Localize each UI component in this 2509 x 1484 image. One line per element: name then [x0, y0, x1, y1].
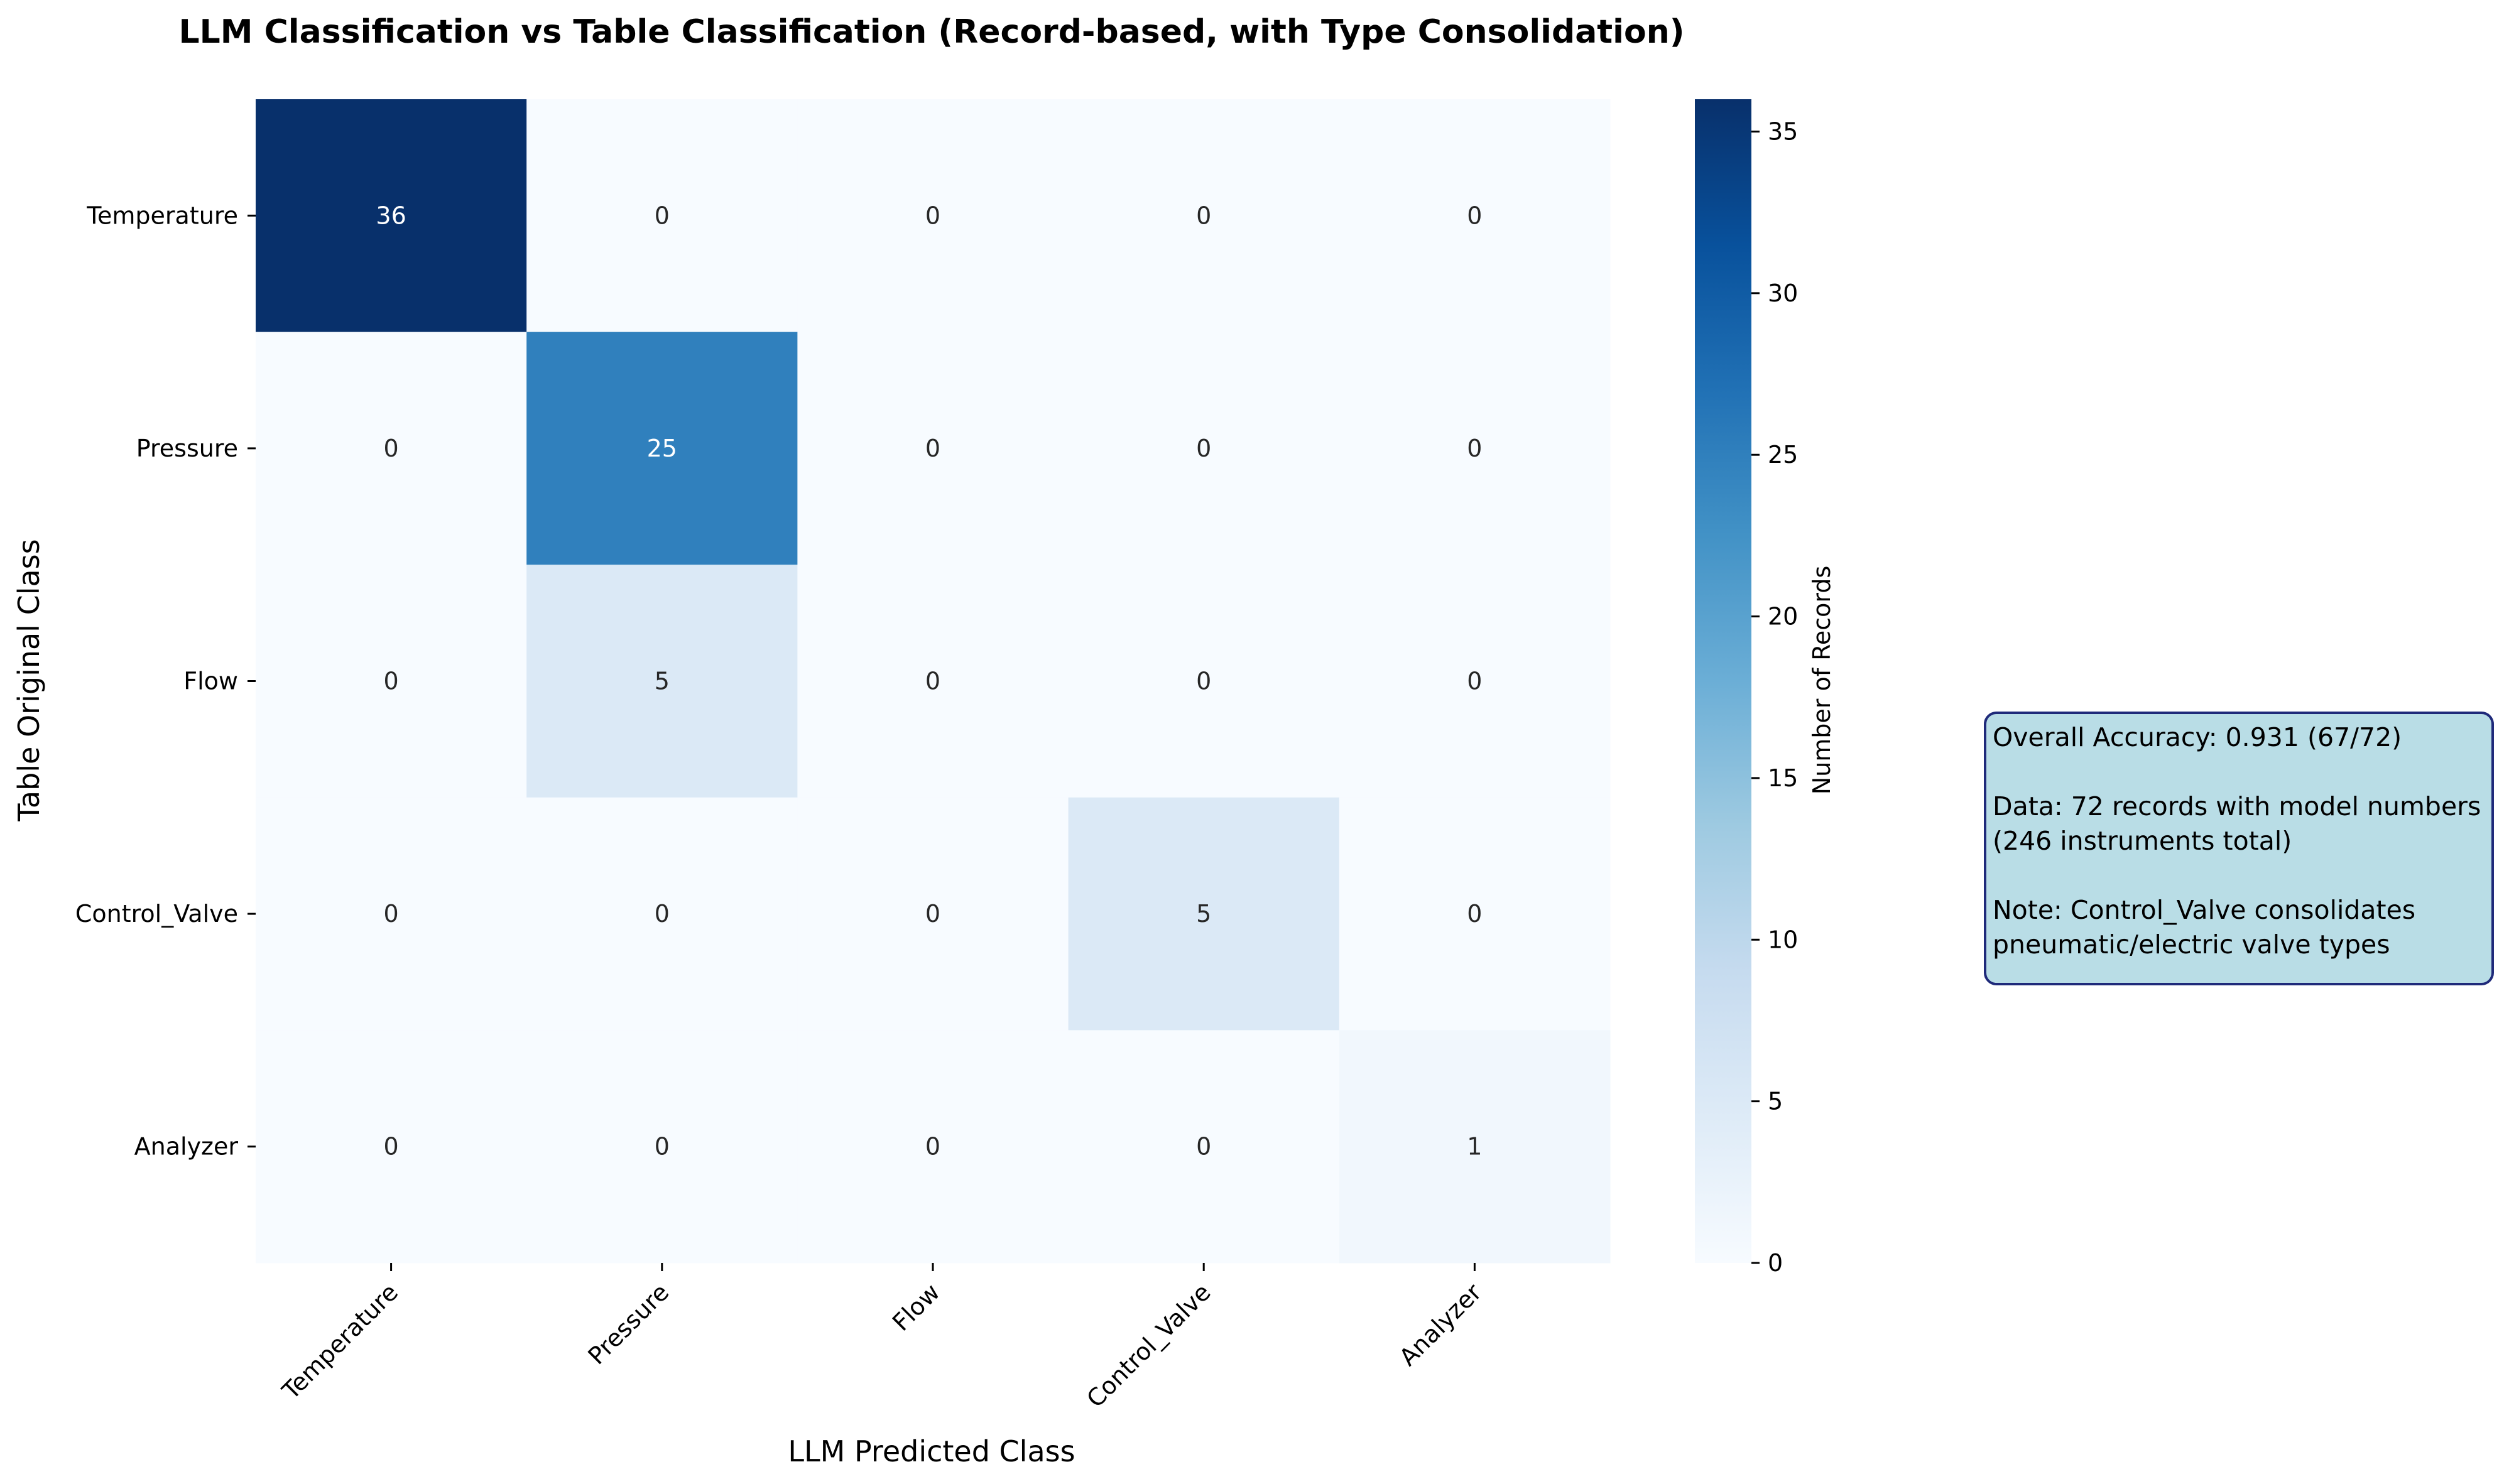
x-tick-label: Flow	[887, 1278, 945, 1336]
heatmap-cell	[797, 1030, 1069, 1264]
heatmap-cell	[797, 797, 1069, 1031]
y-axis-label: Table Original Class	[12, 539, 46, 821]
cell-value-label: 0	[384, 1133, 399, 1161]
heatmap-cell	[526, 332, 798, 565]
heatmap-cell	[1068, 99, 1340, 333]
heatmap-cell	[526, 99, 798, 333]
cell-value-label: 0	[1196, 435, 1211, 462]
cell-value-label: 0	[1467, 435, 1482, 462]
heatmap-cell	[526, 565, 798, 798]
heatmap-cell	[256, 565, 527, 798]
x-axis-label: LLM Predicted Class	[788, 1434, 1075, 1468]
x-tick-label: Pressure	[583, 1278, 675, 1370]
note-spacer	[1993, 858, 2491, 893]
cell-value-label: 0	[925, 1133, 940, 1161]
y-tick-label: Pressure	[136, 435, 238, 462]
cell-value-label: 0	[925, 202, 940, 229]
note-spacer	[1993, 755, 2491, 789]
accuracy-note-box: Overall Accuracy: 0.931 (67/72) Data: 72…	[1984, 712, 2494, 985]
colorbar-tick-label: 30	[1768, 279, 1798, 307]
cell-value-label: 5	[655, 668, 670, 695]
cell-value-label: 5	[1196, 900, 1211, 928]
colorbar-tick-label: 25	[1768, 441, 1798, 468]
note-data-line: (246 instruments total)	[1993, 826, 2292, 856]
cell-value-label: 0	[925, 435, 940, 462]
cell-value-label: 0	[1467, 900, 1482, 928]
cell-value-label: 0	[384, 435, 399, 462]
colorbar-label: Number of Records	[1808, 566, 1836, 795]
colorbar-tick-label: 5	[1768, 1088, 1783, 1115]
heatmap-cell	[797, 99, 1069, 333]
note-consolidation: pneumatic/electric valve types	[1993, 929, 2390, 960]
chart-title: LLM Classification vs Table Classificati…	[179, 13, 1685, 51]
y-tick-label: Flow	[183, 668, 238, 695]
y-tick-label: Temperature	[86, 202, 238, 229]
cell-value-label: 0	[655, 202, 670, 229]
cell-value-label: 0	[1467, 668, 1482, 695]
x-tick-label: Control_Valve	[1081, 1278, 1216, 1412]
heatmap-cell	[1068, 565, 1340, 798]
heatmap-cell	[1068, 797, 1340, 1031]
cell-value-label: 0	[925, 668, 940, 695]
x-tick-label: Analyzer	[1394, 1278, 1487, 1371]
cell-value-label: 0	[1196, 1133, 1211, 1161]
heatmap-cell	[1339, 99, 1611, 333]
colorbar-tick-label: 0	[1768, 1249, 1783, 1277]
heatmap-cell	[256, 1030, 527, 1264]
heatmap-cell	[1068, 332, 1340, 565]
x-tick-label: Temperature	[276, 1278, 403, 1405]
colorbar-tick-label: 15	[1768, 764, 1798, 792]
y-tick-label: Control_Valve	[75, 900, 238, 928]
heatmap-cell	[1339, 797, 1611, 1031]
heatmap-cell	[526, 797, 798, 1031]
cell-value-label: 0	[655, 1133, 670, 1161]
heatmap-cell	[1339, 565, 1611, 798]
colorbar-tick-label: 20	[1768, 603, 1798, 631]
cell-value-label: 36	[376, 202, 406, 229]
colorbar-ticks: 0 5 10 15 20 25 30 35	[1751, 117, 1798, 1277]
y-axis: Temperature Pressure Flow Control_Valve Anal…	[75, 202, 256, 1161]
cell-value-label: 1	[1467, 1133, 1482, 1161]
colorbar	[1695, 99, 1751, 1263]
colorbar-tick-label: 10	[1768, 926, 1798, 953]
heatmap-cell	[1339, 1030, 1611, 1264]
cell-value-label: 0	[925, 900, 940, 928]
heatmap-cell	[797, 565, 1069, 798]
note-data-line: Data: 72 records with model numbers	[1993, 791, 2481, 821]
heatmap-cell	[256, 332, 527, 565]
cell-value-label: 0	[384, 668, 399, 695]
cell-value-label: 0	[1467, 202, 1482, 229]
cell-value-label: 0	[384, 900, 399, 928]
cell-value-label: 0	[1196, 202, 1211, 229]
colorbar-tick-label: 35	[1768, 117, 1798, 145]
cell-value-label: 25	[647, 435, 677, 462]
heatmap-cell	[1339, 332, 1611, 565]
heatmap-cell	[526, 1030, 798, 1264]
heatmap-cells	[256, 99, 1611, 1264]
cell-value-label: 0	[655, 900, 670, 928]
note-consolidation: Note: Control_Valve consolidates	[1993, 895, 2416, 925]
note-accuracy: Overall Accuracy: 0.931 (67/72)	[1993, 722, 2402, 752]
heatmap-cell	[256, 797, 527, 1031]
cell-value-label: 0	[1196, 668, 1211, 695]
heatmap-cell	[797, 332, 1069, 565]
y-tick-label: Analyzer	[134, 1133, 239, 1161]
heatmap-cell	[1068, 1030, 1340, 1264]
heatmap-cell-labels: 36 0 0 0 0 0 25 0 0 0 0 5 0 0 0 0 0 0 5 0 0 0 0 0 1	[376, 202, 1482, 1160]
x-axis: Temperature Pressure Flow Control_Valve Anal…	[276, 1263, 1487, 1413]
heatmap-cell	[256, 99, 527, 333]
